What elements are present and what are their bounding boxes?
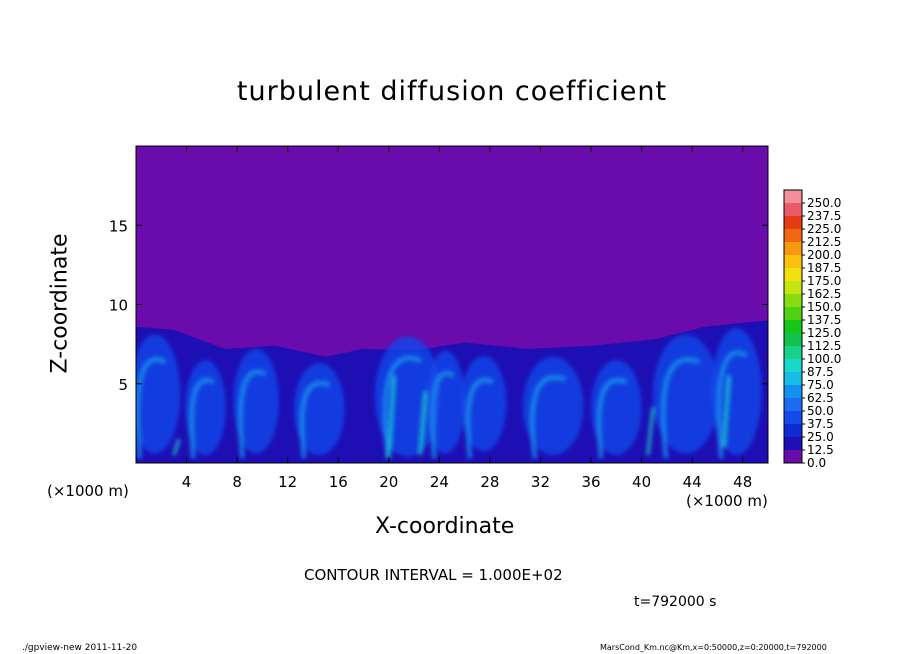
x-tick-label: 40	[632, 473, 651, 491]
colorbar-swatch	[784, 424, 802, 437]
colorbar-label: 112.5	[807, 339, 841, 353]
colorbar-swatch	[784, 372, 802, 385]
colorbar-swatch	[784, 268, 802, 281]
colorbar-label: 50.0	[807, 404, 834, 418]
colorbar-label: 137.5	[807, 313, 841, 327]
colorbar-label: 162.5	[807, 287, 841, 301]
high-value-streak	[387, 375, 396, 459]
colorbar-label: 175.0	[807, 274, 841, 288]
colorbar-label: 212.5	[807, 235, 841, 249]
colorbar-label: 0.0	[807, 456, 826, 470]
x-unit-label-right: (×1000 m)	[686, 492, 768, 510]
y-tick-label: 10	[109, 297, 128, 315]
colorbar-swatch	[784, 229, 802, 242]
eddy-streak	[717, 350, 748, 459]
contour-interval-label: CONTOUR INTERVAL = 1.000E+02	[304, 566, 563, 584]
high-value-streak	[172, 438, 181, 456]
colorbar-swatch	[784, 333, 802, 346]
colorbar-swatch	[784, 216, 802, 229]
colorbar-label: 237.5	[807, 209, 841, 223]
eddy-streak	[299, 381, 331, 459]
colorbar-swatch	[784, 450, 802, 463]
colorbar-swatch	[784, 411, 802, 424]
eddy-region	[460, 356, 507, 452]
eddy-streak	[383, 356, 422, 459]
x-tick-label: 4	[182, 473, 192, 491]
high-value-streak	[646, 407, 655, 456]
time-label: t=792000 s	[634, 594, 717, 610]
colorbar-swatch	[784, 307, 802, 320]
colorbar-swatch	[784, 190, 802, 203]
x-axis-label: X-coordinate	[375, 514, 515, 539]
eddy-region	[294, 363, 345, 456]
colorbar-label: 87.5	[807, 365, 834, 379]
x-tick-label: 28	[480, 473, 499, 491]
x-tick-label: 20	[379, 473, 398, 491]
eddy-region	[233, 348, 279, 454]
colorbar-label: 150.0	[807, 300, 841, 314]
eddy-streak	[189, 378, 215, 459]
colorbar-swatch	[784, 242, 802, 255]
colorbar-swatch	[784, 320, 802, 333]
eddy-streak	[430, 371, 455, 459]
high-value-streak	[418, 391, 427, 456]
colorbar-swatch	[784, 398, 802, 411]
eddy-region	[522, 356, 584, 456]
colorbar-label: 12.5	[807, 443, 834, 457]
colorbar-label: 100.0	[807, 352, 841, 366]
eddy-region	[185, 359, 226, 456]
x-tick-label: 8	[232, 473, 242, 491]
eddy-region	[591, 359, 642, 456]
x-tick-label: 32	[531, 473, 550, 491]
eddy-region	[426, 350, 465, 454]
x-unit-label-left: (×1000 m)	[47, 482, 129, 500]
eddy-streak	[136, 357, 166, 459]
colorbar-label: 37.5	[807, 417, 834, 431]
eddy-streak	[596, 378, 628, 459]
eddy-region	[711, 328, 762, 456]
colorbar-label: 75.0	[807, 378, 834, 392]
colorbar-label: 250.0	[807, 196, 841, 210]
colorbar-swatch	[784, 359, 802, 372]
colorbar-swatch	[784, 281, 802, 294]
colorbar-label: 200.0	[807, 248, 841, 262]
colorbar-swatch	[784, 385, 802, 398]
y-axis-label: Z-coordinate	[47, 233, 73, 374]
colorbar-swatch	[784, 255, 802, 268]
eddy-streak	[530, 375, 566, 459]
colorbar-label: 25.0	[807, 430, 834, 444]
x-tick-label: 12	[278, 473, 297, 491]
colorbar-swatch	[784, 437, 802, 450]
colorbar-label: 187.5	[807, 261, 841, 275]
x-tick-label: 48	[733, 473, 752, 491]
footer-left-label: ./gpview-new 2011-11-20	[22, 643, 138, 653]
y-tick-label: 5	[118, 376, 128, 394]
y-tick-label: 15	[109, 217, 128, 235]
colorbar-frame	[783, 189, 803, 464]
footer-right-label: MarsCond_Km.nc@Km,x=0:50000,z=0:20000,t=…	[600, 643, 827, 652]
eddy-streak	[661, 357, 700, 459]
eddy-streak	[238, 370, 267, 459]
x-tick-label: 44	[683, 473, 702, 491]
colorbar-swatch	[784, 294, 802, 307]
colorbar-swatch	[784, 346, 802, 359]
colorbar-swatch	[784, 203, 802, 216]
chart-title: turbulent diffusion coefficient	[236, 76, 668, 107]
colorbar-label: 62.5	[807, 391, 834, 405]
x-tick-label: 24	[430, 473, 449, 491]
colorbar-label: 125.0	[807, 326, 841, 340]
eddy-region	[652, 334, 719, 454]
eddy-streak	[465, 378, 494, 459]
x-tick-label: 36	[581, 473, 600, 491]
colorbar-label: 225.0	[807, 222, 841, 236]
high-value-streak	[722, 375, 731, 448]
x-tick-label: 16	[329, 473, 348, 491]
